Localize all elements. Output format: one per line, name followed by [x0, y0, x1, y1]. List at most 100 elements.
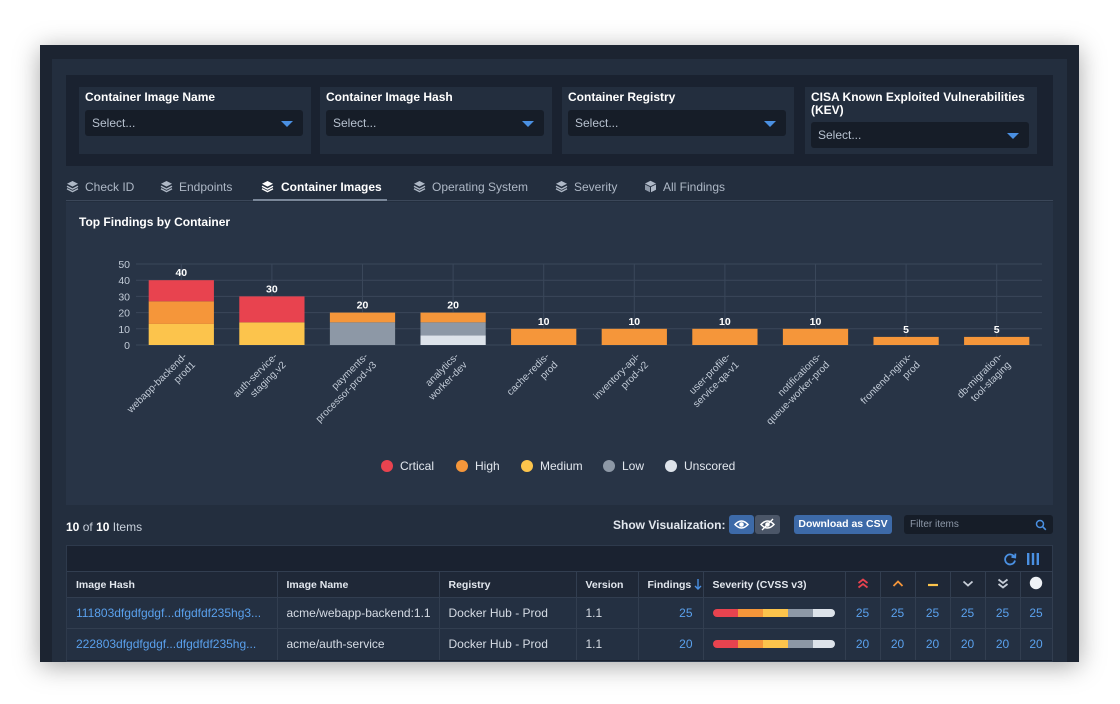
of-label: of [82, 520, 93, 534]
col-header-critical[interactable] [845, 571, 881, 598]
bar-segment-crtical [148, 280, 214, 302]
container-image-hash-select[interactable]: Select... [326, 110, 544, 136]
table-row[interactable]: 111803dfgdfgdgf...dfgdfdf235hg3... acme/… [67, 597, 1053, 629]
container-image-name-select[interactable]: Select... [85, 110, 303, 136]
tab-severity[interactable]: Severity [555, 179, 621, 201]
download-csv-button[interactable]: Download as CSV [794, 515, 892, 534]
y-tick-label: 30 [118, 291, 130, 303]
image-hash-link[interactable]: 222803dfgdfgdgf...dfgdfdf235hg... [67, 628, 278, 660]
tab-label: Severity [574, 180, 618, 194]
high-count-link[interactable]: 20 [880, 628, 916, 660]
bar-segment-high [148, 301, 214, 324]
stacked-bar-chart: 0 10 20 30 40 50 40 webapp-backend-prod1 30 auth-… [118, 259, 1042, 427]
show-visualization-off-button[interactable] [755, 515, 780, 534]
show-visualization-on-button[interactable] [729, 515, 754, 534]
col-header-unscored[interactable] [1020, 571, 1053, 598]
col-header-severity[interactable]: Severity (CVSS v3) [703, 571, 846, 598]
search-icon[interactable] [1035, 519, 1047, 531]
critical-count-link[interactable]: 25 [845, 597, 881, 629]
tab-check-id[interactable]: Check ID [66, 179, 136, 201]
x-tick-label: cache-redis-prod [505, 351, 560, 406]
lowest-count-link[interactable]: 25 [985, 597, 1021, 629]
chart-legend: Crtical High Medium Low Unscored [66, 459, 1053, 479]
findings-count-link[interactable]: 20 [638, 628, 704, 660]
low-chevron-icon [962, 580, 973, 587]
select-placeholder: Select... [818, 128, 862, 142]
bar-segment-high [511, 328, 577, 345]
container-registry-select[interactable]: Select... [568, 110, 786, 136]
legend-swatch [521, 460, 533, 472]
bar-segment-high [601, 328, 667, 345]
bar-total-label: 10 [719, 316, 731, 328]
filter-label: Container Registry [568, 90, 676, 104]
show-visualization-label: Show Visualization: [613, 518, 726, 532]
col-header-version[interactable]: Version [576, 571, 639, 598]
bar-segment-high [964, 336, 1030, 345]
col-header-low[interactable] [950, 571, 986, 598]
filter-items-field [904, 515, 1053, 534]
findings-count-link[interactable]: 25 [638, 597, 704, 629]
shown-count: 10 [66, 520, 80, 534]
medium-count-link[interactable]: 20 [915, 628, 951, 660]
table-row[interactable]: 222803dfgdfgdgf...dfgdfdf235hg... acme/a… [67, 628, 1053, 660]
medium-count-link[interactable]: 25 [915, 597, 951, 629]
filter-kev: CISA Known Exploited Vulnerabilities (KE… [805, 87, 1037, 154]
kev-select[interactable]: Select... [811, 122, 1029, 148]
total-count: 10 [96, 520, 110, 534]
unscored-count-link[interactable]: 20 [1020, 628, 1053, 660]
table-toolbar [67, 546, 1052, 571]
filter-container-image-hash: Container Image Hash Select... [320, 87, 552, 154]
lowest-count-link[interactable]: 20 [985, 628, 1021, 660]
cube-icon [645, 180, 656, 193]
y-tick-label: 0 [124, 340, 130, 352]
high-count-link[interactable]: 25 [880, 597, 916, 629]
col-header-registry[interactable]: Registry [439, 571, 577, 598]
unscored-count-link[interactable]: 25 [1020, 597, 1053, 629]
tab-operating-system[interactable]: Operating System [413, 179, 533, 201]
col-header-image-hash[interactable]: Image Hash [67, 571, 278, 598]
filter-items-input[interactable] [904, 515, 1032, 534]
legend-label: Crtical [400, 459, 435, 473]
col-header-medium[interactable] [915, 571, 951, 598]
bar-segment-high [692, 328, 758, 345]
bar-total-label: 10 [810, 316, 822, 328]
tab-endpoints[interactable]: Endpoints [160, 179, 236, 201]
col-header-findings[interactable]: Findings [638, 571, 704, 598]
filter-bar: Container Image Name Select... Container… [66, 75, 1053, 166]
col-header-high[interactable] [880, 571, 916, 598]
columns-icon[interactable] [1026, 552, 1040, 566]
bar-total-label: 10 [628, 316, 640, 328]
tab-label: Operating System [432, 180, 529, 194]
findings-header-label: Findings [647, 578, 692, 591]
low-count-link[interactable]: 25 [950, 597, 986, 629]
findings-table-container: Image Hash Image Name Registry Version F… [66, 545, 1053, 662]
bar-segment-crtical [239, 296, 305, 323]
critical-count-link[interactable]: 20 [845, 628, 881, 660]
filter-label: Container Image Hash [326, 90, 453, 104]
layers-icon [261, 181, 274, 193]
critical-chevrons-icon [857, 577, 868, 588]
tab-label: Endpoints [179, 180, 233, 194]
low-count-link[interactable]: 20 [950, 628, 986, 660]
eye-icon [733, 520, 750, 529]
bar-segment-high [873, 336, 939, 345]
caret-down-icon [1007, 133, 1019, 139]
filter-container-image-name: Container Image Name Select... [79, 87, 311, 154]
app-window: Container Image Name Select... Container… [40, 45, 1079, 662]
legend-label: Low [622, 459, 645, 473]
tab-container-images[interactable]: Container Images [253, 179, 387, 201]
layers-icon [555, 181, 568, 193]
bar-segment-low [329, 322, 396, 345]
item-count: 10 of 10 Items [66, 520, 142, 534]
x-tick-label: notifications-queue-worker-prod [756, 351, 832, 427]
image-hash-link[interactable]: 111803dfgdfgdgf...dfgdfdf235hg3... [67, 597, 278, 629]
chart-title: Top Findings by Container [79, 215, 231, 229]
col-header-image-name[interactable]: Image Name [277, 571, 440, 598]
x-tick-label: db-migration-tool-staging [955, 351, 1013, 409]
tab-all-findings[interactable]: All Findings [644, 179, 730, 201]
y-tick-label: 20 [118, 308, 130, 320]
image-name-cell: acme/auth-service [277, 628, 440, 660]
legend-label: Unscored [684, 459, 736, 473]
refresh-icon[interactable] [1003, 552, 1017, 566]
col-header-lowest[interactable] [985, 571, 1021, 598]
